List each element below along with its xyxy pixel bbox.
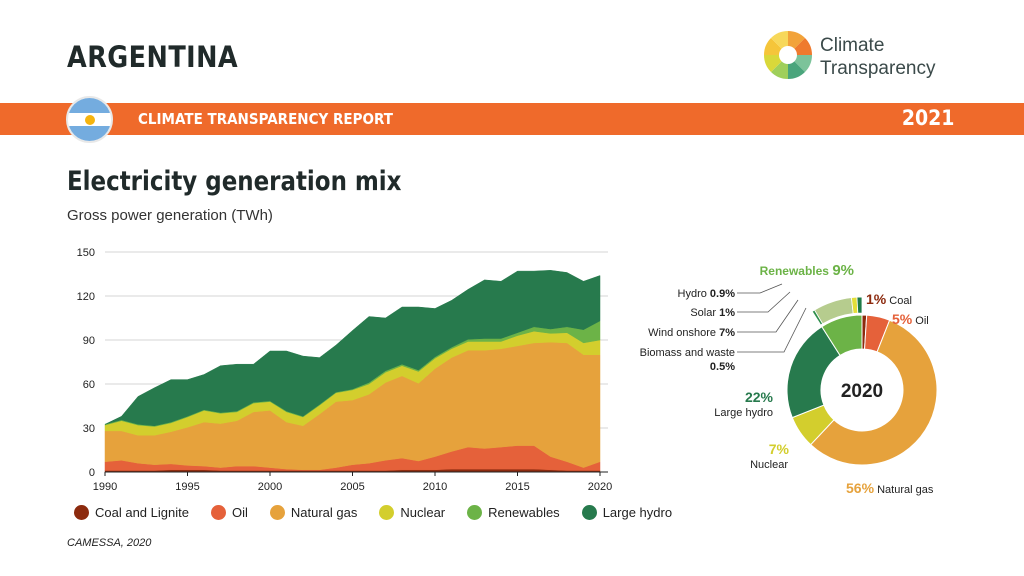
report-label: CLIMATE TRANSPARENCY REPORT [138, 110, 393, 128]
slice-label-oil: 5% Oil [892, 311, 929, 327]
chart-legend: Coal and Lignite Oil Natural gas Nuclear… [74, 505, 694, 520]
y-tick-label: 0 [89, 467, 95, 479]
breakdown-label-wind-onshore: Wind onshore 7% [648, 327, 735, 339]
source-note: CAMESSA, 2020 [67, 537, 152, 549]
breakdown-label-solar: Solar 1% [690, 307, 735, 319]
section-subtitle: Gross power generation (TWh) [67, 207, 273, 224]
x-tick-label: 2010 [423, 481, 447, 493]
leader-line [737, 299, 799, 333]
climate-transparency-logo: Climate Transparency [760, 26, 960, 84]
slice-label-hydro-pct: 22% [745, 389, 774, 405]
x-tick-label: 1990 [93, 481, 117, 493]
argentina-flag-icon [66, 96, 113, 143]
y-tick-label: 90 [83, 335, 95, 347]
logo-text-line1: Climate [820, 35, 885, 56]
slice-label-renewables: Renewables 9% [760, 262, 854, 279]
section-title: Electricity generation mix [67, 166, 402, 197]
breakdown-value-biomass: 0.5% [710, 361, 735, 373]
slice-label-nuclear-pct: 7% [769, 441, 790, 457]
y-tick-label: 120 [77, 291, 95, 303]
slice-label-hydro-name: Large hydro [714, 407, 773, 419]
renewables-breakdown-hydro [856, 296, 863, 314]
x-tick-label: 2020 [588, 481, 612, 493]
slice-label-natural-gas: 56% Natural gas [846, 480, 934, 496]
slice-label-coal: 1% Coal [866, 291, 912, 307]
area-series-large-hydro [104, 270, 601, 427]
legend-item-oil: Oil [210, 505, 248, 520]
leader-line [737, 283, 783, 294]
legend-item-coal: Coal and Lignite [74, 505, 189, 520]
report-banner [0, 103, 1024, 135]
report-year: 2021 [901, 106, 954, 130]
slice-label-nuclear-name: Nuclear [750, 459, 788, 471]
donut-center-label: 2020 [841, 381, 883, 402]
stacked-area-chart: 0 30 60 90 120 150 1990 1995 2000 2005 2010 2015 202… [77, 247, 613, 493]
legend-item-nuclear: Nuclear [379, 505, 445, 520]
breakdown-label-biomass-and-waste: Biomass and waste [640, 347, 735, 359]
legend-item-renewables: Renewables [467, 505, 560, 520]
donut-slice-renewables [821, 314, 863, 357]
y-tick-label: 150 [77, 247, 95, 259]
y-tick-label: 60 [83, 379, 95, 391]
leader-line [737, 291, 791, 313]
donut-chart: 2020 1% Coal 5% Oil 56% Natural gas 7% Nuclea… [640, 262, 938, 496]
x-tick-label: 2005 [340, 481, 364, 493]
y-tick-label: 30 [83, 423, 95, 435]
x-tick-label: 1995 [175, 481, 199, 493]
logo-icon [763, 30, 813, 80]
donut-slice-natural-gas [809, 319, 938, 466]
legend-item-hydro: Large hydro [581, 505, 672, 520]
x-tick-label: 2000 [258, 481, 282, 493]
country-title: ARGENTINA [67, 40, 239, 74]
breakdown-label-hydro: Hydro 0.9% [678, 288, 736, 300]
leader-line [737, 307, 807, 353]
logo-text-line2: Transparency [820, 58, 936, 79]
x-tick-label: 2015 [505, 481, 529, 493]
legend-item-gas: Natural gas [269, 505, 357, 520]
